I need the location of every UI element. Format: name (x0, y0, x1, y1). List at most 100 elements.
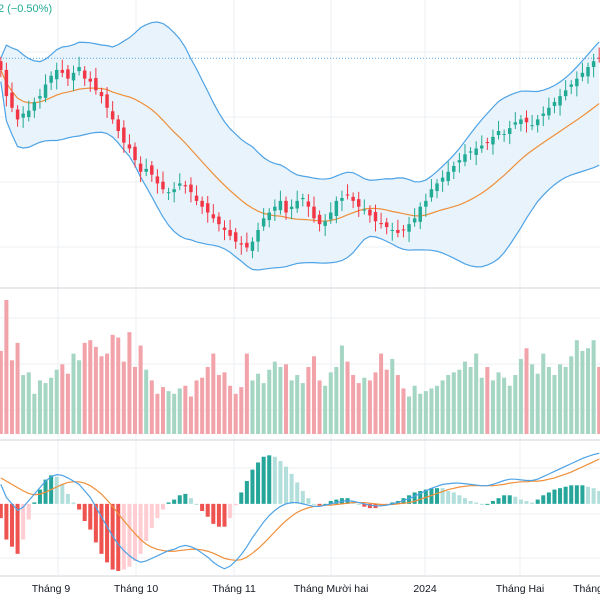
macd-histogram-bar (71, 502, 76, 504)
candle-body (547, 107, 551, 116)
volume-bar (535, 373, 540, 434)
candle (474, 141, 478, 166)
macd-histogram-bar (334, 499, 339, 504)
candle-body (144, 168, 148, 172)
volume-bar (239, 387, 244, 434)
candle (245, 232, 249, 252)
candle-body (267, 212, 271, 221)
candle (233, 227, 238, 249)
candle-body (245, 242, 249, 248)
candle-body (340, 197, 344, 201)
candle (105, 87, 109, 118)
macd-histogram-bar (362, 503, 367, 507)
volume-bar (429, 388, 434, 434)
candle (463, 144, 467, 167)
candle (250, 237, 255, 259)
macd-histogram-bar (496, 498, 501, 504)
candle-body (558, 96, 562, 106)
macd-histogram-bar (468, 501, 473, 504)
macd-histogram-bar (228, 503, 233, 519)
candle-body (77, 67, 81, 72)
time-axis-label: Tháng 11 (212, 583, 256, 595)
candle (4, 62, 9, 107)
candle-body (66, 69, 70, 79)
macd-histogram-bar (4, 503, 9, 540)
macd-histogram-bar (530, 502, 535, 504)
macd-histogram-bar (272, 456, 277, 504)
volume-bar (267, 369, 272, 434)
time-axis-label: Tháng Mười hai (294, 583, 369, 595)
candle-body (362, 209, 367, 211)
candle (306, 194, 311, 217)
macd-histogram-bar (99, 503, 104, 554)
candle (435, 179, 439, 199)
macd-histogram-bar (60, 483, 65, 504)
candle-body (351, 196, 355, 201)
candle-body (373, 211, 378, 222)
candle-body (99, 92, 104, 97)
volume-bar (116, 337, 121, 434)
candle (211, 204, 216, 223)
candle (390, 222, 395, 241)
candle-body (446, 171, 450, 182)
candle (591, 53, 596, 78)
candle (401, 225, 406, 238)
volume-bar (183, 385, 188, 434)
volume-bar (244, 353, 249, 434)
candle-body (32, 101, 37, 111)
time-axis-label: Tháng 9 (32, 583, 71, 595)
volume-bar (401, 388, 406, 434)
candle-body (323, 221, 327, 226)
macd-histogram-bar (244, 481, 249, 504)
volume-bar (407, 396, 412, 434)
volume-bar (412, 385, 417, 434)
candle-body (0, 61, 3, 70)
candle (116, 115, 120, 139)
macd-histogram-bar (418, 491, 423, 504)
macd-histogram-bar (256, 462, 261, 504)
macd-histogram-bar (21, 503, 26, 540)
candle-body (49, 75, 53, 83)
candle-body (530, 125, 534, 127)
candle-body (256, 229, 260, 242)
time-axis-label: Tháng Hai (496, 583, 544, 595)
candle (183, 180, 188, 194)
volume-bar (435, 385, 440, 434)
volume-bar (490, 380, 495, 434)
macd-histogram-bar (289, 473, 294, 504)
candle-body (407, 224, 411, 232)
volume-bar (43, 383, 48, 434)
candle-body (580, 72, 585, 77)
candle (43, 74, 48, 103)
macd-histogram-bar (77, 503, 82, 510)
candle-body (418, 206, 422, 222)
candle-body (329, 212, 333, 220)
volume-bar (261, 383, 266, 434)
macd-histogram-bar (390, 502, 395, 504)
macd-histogram-bar (65, 493, 70, 504)
macd-histogram-bar (54, 476, 59, 504)
macd-histogram-bar (222, 503, 227, 527)
candle (507, 120, 512, 145)
candle-body (396, 229, 400, 233)
volume-bar (54, 369, 59, 434)
candle (412, 208, 417, 227)
candle (172, 181, 176, 203)
macd-histogram-bar (149, 503, 154, 529)
macd-histogram-bar (490, 501, 495, 504)
volume-bar (82, 342, 87, 434)
candle (547, 97, 551, 120)
candle-body (250, 241, 255, 251)
volume-bar (166, 391, 171, 434)
candle (502, 129, 506, 142)
macd-histogram-bar (15, 503, 20, 554)
candle (418, 202, 422, 230)
candle (496, 120, 501, 140)
volume-bar (306, 367, 311, 434)
candle (27, 100, 31, 122)
candle (161, 171, 165, 194)
bollinger-upper-line (0, 21, 600, 183)
candle-body (457, 160, 462, 163)
candle-body (390, 229, 395, 231)
